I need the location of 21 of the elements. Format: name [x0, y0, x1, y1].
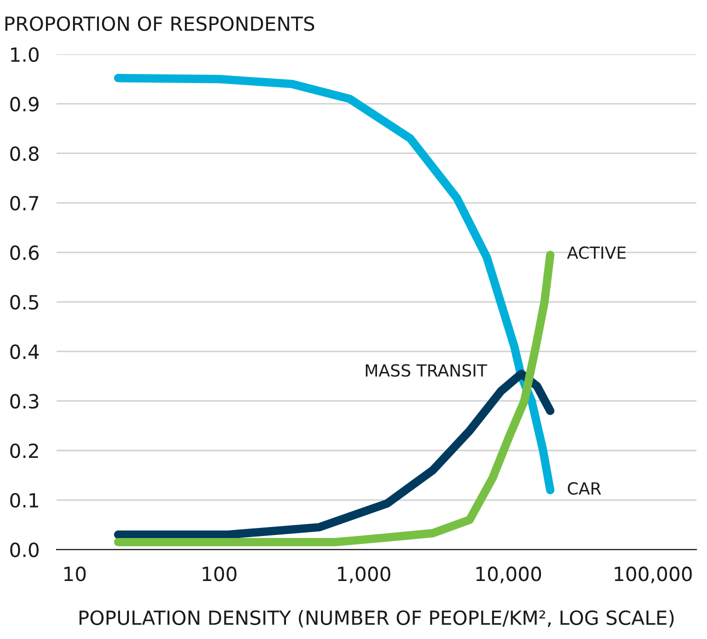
y-tick-label: 1.0: [11, 47, 39, 62]
series-label: MASS TRANSIT: [366, 364, 488, 377]
series-label: CAR: [568, 482, 602, 495]
y-tick-label: 0.0: [10, 542, 39, 558]
y-tick-label: 0.3: [10, 394, 38, 409]
x-tick-label: 10,000: [476, 566, 542, 584]
x-tick-label: 100,000: [614, 566, 692, 584]
y-tick-label: 0.5: [10, 294, 38, 310]
series-label: ACTIVE: [567, 246, 626, 259]
x-tick-label: 100: [202, 566, 236, 582]
x-axis-title: POPULATION DENSITY (NUMBER OF PEOPLE/KM², LOG SCALE): [80, 610, 674, 628]
y-tick-label: 0.6: [10, 245, 39, 260]
y-tick-label: 0.1: [10, 492, 38, 508]
y-tick-label: 0.7: [10, 196, 38, 211]
x-tick-label: 10: [64, 566, 86, 582]
x-tick-label: 1,000: [338, 566, 390, 584]
y-tick-label: 0.8: [10, 146, 39, 162]
y-tick-label: 0.4: [10, 344, 39, 360]
y-axis-title: PROPORTION OF RESPONDENTS: [5, 16, 314, 32]
y-tick-label: 0.2: [10, 443, 38, 458]
y-tick-label: 0.9: [10, 96, 39, 112]
